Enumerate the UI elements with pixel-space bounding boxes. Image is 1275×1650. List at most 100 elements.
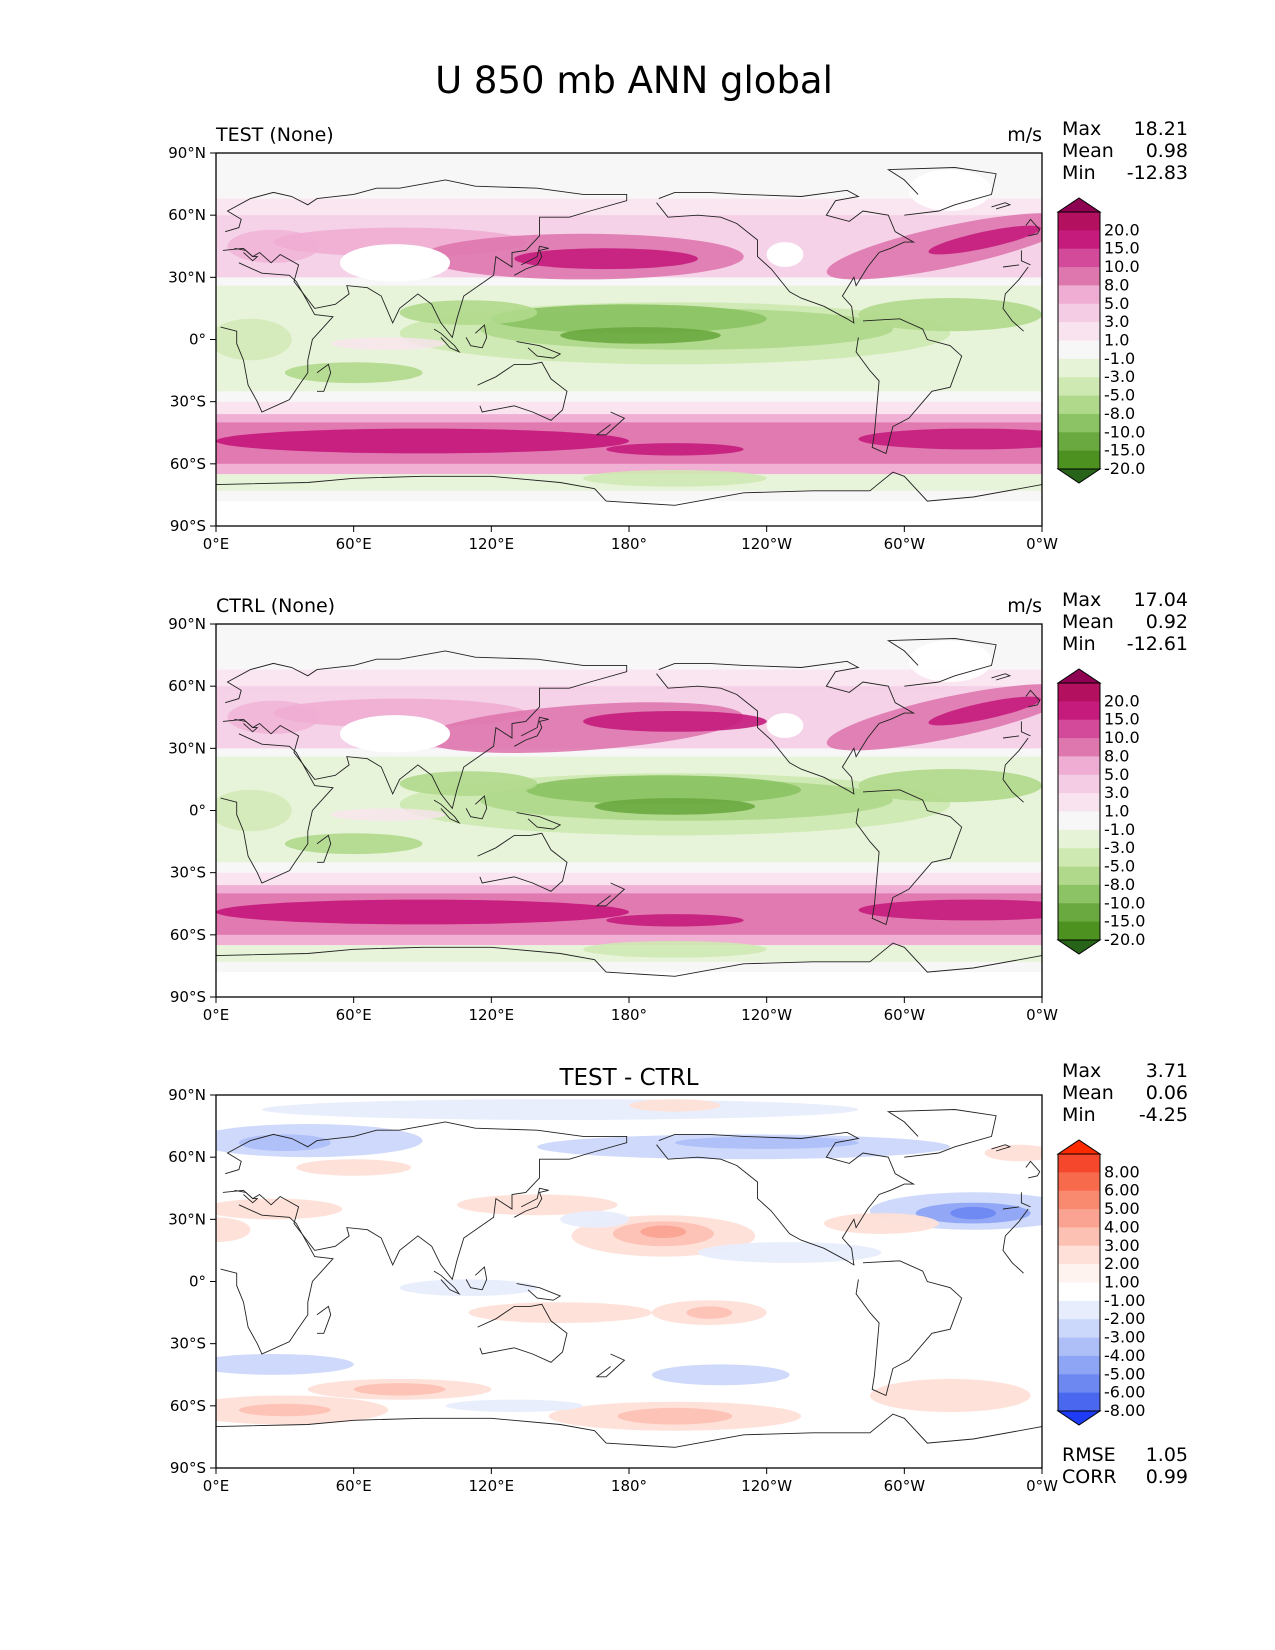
colorbar-label: -3.00 [1104,1328,1145,1347]
stat-value: 0.92 [1146,611,1188,633]
field-contour [216,899,629,925]
lon-tick-label: 0°E [203,1477,230,1495]
field-contour [766,242,804,267]
field-contour [399,1279,538,1296]
field-contour [984,1144,1042,1162]
colorbar-label: -15.0 [1104,912,1145,931]
colorbar-swatch [1058,1245,1100,1265]
coastline [216,1413,1042,1448]
lat-tick-label: 90°N [168,144,206,162]
lat-tick-label: 0° [189,802,206,820]
coastline [477,832,568,892]
colorbar-extend-max [1056,668,1102,684]
coastline [855,318,963,455]
colorbar-label: -10.0 [1104,422,1145,441]
colorbar-swatch [1058,1355,1100,1375]
coastline [1025,218,1041,237]
coastline [516,1283,562,1301]
coastline [1002,1206,1020,1210]
colorbar-extend-min [1056,468,1102,484]
lon-tick-label: 120°E [469,1477,515,1495]
colorbar-label: -3.0 [1104,367,1135,386]
colorbar-swatch [1058,303,1100,323]
lat-tick-label: 30°S [170,393,206,411]
lon-tick-label: 60°W [884,535,926,553]
colorbar-label: 3.00 [1104,1236,1140,1255]
coastline [316,1305,332,1334]
coastline [477,1303,568,1363]
colorbar-extend-max [1056,197,1102,213]
coastline [1025,1160,1041,1179]
lon-tick-label: 120°W [741,1006,792,1024]
field-contour [339,244,451,282]
field-contour [216,1198,343,1220]
field-contour [629,1099,721,1112]
field-contour [284,362,423,384]
field-contour [583,941,767,958]
field-contour [869,1378,1031,1413]
colorbar-swatch [1058,450,1100,470]
coastline [656,1131,916,1266]
coastline [316,363,332,392]
field-contour [399,300,538,325]
field-contour [606,443,744,456]
coastline [1002,1208,1029,1274]
colorbar-swatch [1058,848,1100,867]
field-band [216,198,1042,220]
field-contour [858,769,1042,803]
field-contour [560,1211,629,1228]
field-contour [216,428,629,454]
coastline [433,328,461,354]
coastline [220,262,334,413]
panel-ctrl: 90°N 60°N 30°N 0° 30°S 60°S 90°S0°E 60°E 120°E 18… [168,589,1188,1024]
stat-value: 0.99 [1146,1466,1188,1488]
colorbar-frame [1057,1153,1101,1412]
field-contour [216,1217,251,1243]
colorbar-label: -4.00 [1104,1346,1145,1365]
lon-tick-label: 60°E [336,1477,372,1495]
coastline [234,1189,259,1204]
stat-label: Max [1062,118,1101,140]
lon-tick-label: 60°W [884,1006,926,1024]
colorbar-swatch [1058,377,1100,396]
colorbar-extend-min [1056,1410,1102,1426]
colorbar-swatch [1058,1319,1100,1338]
coastline [1002,737,1029,803]
colorbar-label: 15.0 [1104,239,1140,258]
colorbar-swatch [1058,683,1100,702]
coastline [1002,266,1029,332]
lat-tick-label: 30°S [170,1335,206,1353]
field-contour [227,700,320,734]
colorbar-label: 20.0 [1104,220,1140,239]
field-contour [273,698,526,728]
stat-value: -12.61 [1127,633,1188,655]
colorbar-swatch [1058,774,1100,794]
colorbar-frame [1057,211,1101,470]
field-contour [284,833,423,855]
lat-tick-label: 60°N [168,677,206,695]
colorbar-label: 1.0 [1104,331,1129,350]
colorbar-label: 3.0 [1104,783,1129,802]
colorbar-label: 1.0 [1104,802,1129,821]
coastline [220,1204,334,1355]
field-contour [908,640,992,682]
colorbar-swatch [1058,829,1100,849]
field-contour [594,798,756,815]
colorbar-swatch [1058,340,1100,360]
field-contour [468,1302,652,1323]
colorbar-label: -10.0 [1104,893,1145,912]
coastline [477,361,568,421]
coastline [855,789,963,926]
lat-tick-label: 60°S [170,926,206,944]
field-contour [238,1403,331,1417]
colorbar-label: 3.0 [1104,312,1129,331]
stat-label: Mean [1062,1082,1114,1104]
coastline [1020,1192,1031,1208]
stat-value: 1.05 [1146,1444,1188,1466]
coastline [220,733,334,884]
colorbar-label: -20.0 [1104,459,1145,478]
lat-tick-label: 60°N [168,1148,206,1166]
colorbar-label: -3.0 [1104,838,1135,857]
lon-tick-label: 0°W [1026,535,1058,553]
